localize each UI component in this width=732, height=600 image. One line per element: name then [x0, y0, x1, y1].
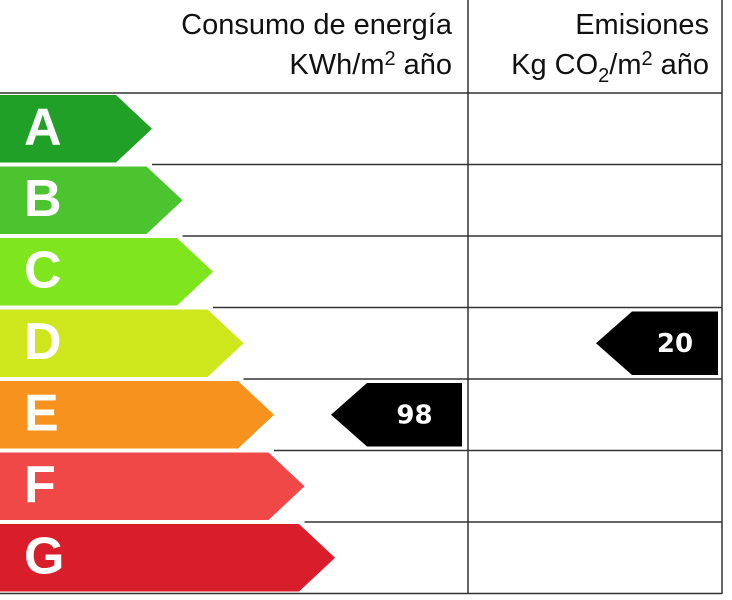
- unit-superscript: 2: [384, 48, 395, 70]
- rating-letter: E: [24, 384, 59, 442]
- consumption-unit: KWh/m2 año: [289, 48, 452, 81]
- consumption-title: Consumo de energía: [181, 9, 453, 41]
- unit-superscript: 2: [641, 48, 652, 70]
- rating-bar: [0, 452, 305, 520]
- rating-bar: [0, 524, 335, 592]
- emissions-title: Emisiones: [575, 9, 709, 41]
- unit-part: año: [661, 49, 709, 81]
- emissions-unit: Kg CO2/m2 año: [511, 48, 709, 87]
- rating-bar: [0, 238, 213, 306]
- rating-letter: C: [24, 241, 62, 299]
- rating-marker: [596, 311, 718, 375]
- rating-marker: [331, 383, 462, 447]
- unit-part: /m: [609, 49, 641, 81]
- rating-bar: [0, 166, 183, 234]
- unit-part: KWh/m: [289, 49, 384, 81]
- rating-letter: A: [24, 98, 62, 156]
- unit-part: año: [404, 49, 452, 81]
- rating-letter: D: [24, 313, 62, 371]
- marker-value: 98: [396, 400, 432, 430]
- rating-letter: B: [24, 170, 62, 228]
- marker-value: 20: [657, 329, 693, 359]
- rating-bar: [0, 381, 274, 449]
- rating-letter: F: [24, 456, 56, 514]
- unit-part: Kg CO: [511, 49, 598, 81]
- rating-bar: [0, 309, 244, 377]
- rating-bar: [0, 95, 152, 163]
- rating-letter: G: [24, 527, 64, 585]
- unit-subscript: 2: [598, 65, 609, 87]
